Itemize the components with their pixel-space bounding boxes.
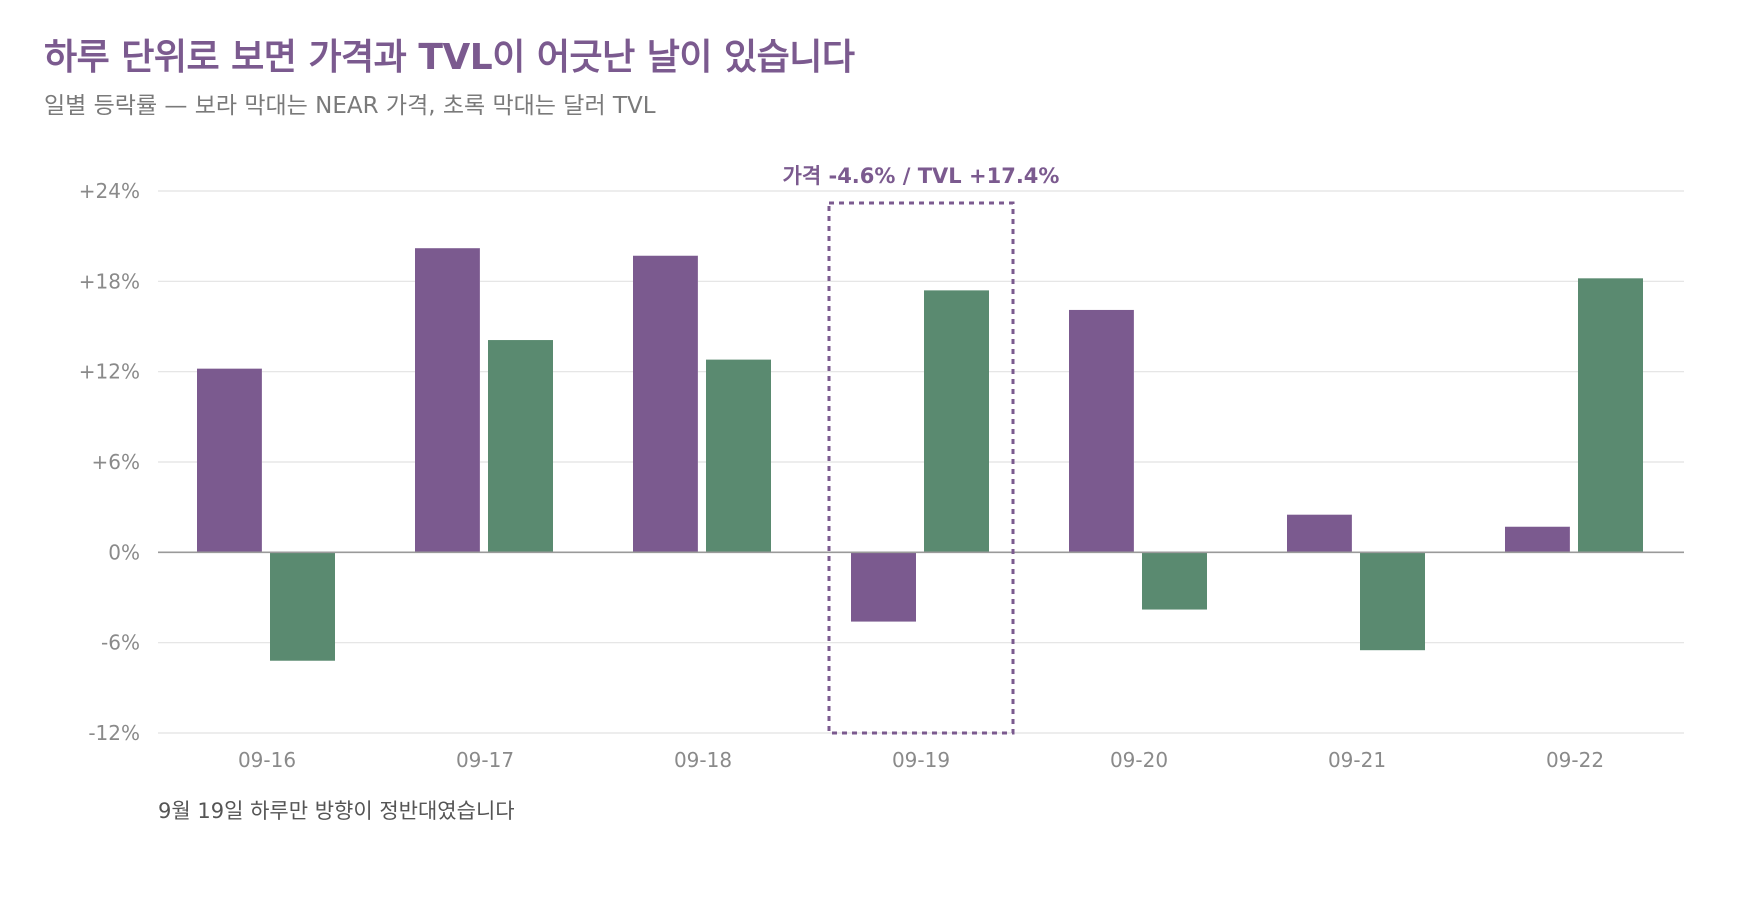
y-tick-label: +6%: [92, 450, 141, 474]
annotation: 가격 -4.6% / TVL +17.4%: [783, 164, 1060, 735]
y-tick-label: -12%: [88, 721, 140, 745]
x-tick-label: 09-18: [674, 748, 732, 772]
x-tick-label: 09-19: [892, 748, 950, 772]
chart-title: 하루 단위로 보면 가격과 TVL이 어긋난 날이 있습니다: [44, 37, 855, 78]
tvl-bar-09-17: [488, 340, 553, 553]
grid-lines: [158, 190, 1684, 734]
price-bar-09-22: [1505, 526, 1570, 553]
highlight-box: [827, 201, 1015, 735]
highlight-label: 가격 -4.6% / TVL +17.4%: [783, 164, 1060, 188]
tvl-bar-09-22: [1578, 278, 1643, 553]
chart-caption: 9월 19일 하루만 방향이 정반대였습니다: [158, 799, 515, 823]
tvl-bar-09-16: [270, 552, 335, 661]
price-bar-09-20: [1069, 309, 1134, 553]
tvl-bar-09-21: [1360, 552, 1425, 651]
price-bar-09-21: [1287, 514, 1352, 553]
y-tick-label: +12%: [79, 360, 140, 384]
tvl-bar-09-18: [706, 359, 771, 553]
tvl-bar-09-20: [1142, 552, 1207, 610]
x-tick-label: 09-16: [238, 748, 296, 772]
y-tick-label: +24%: [79, 179, 140, 203]
y-tick-label: 0%: [108, 540, 140, 564]
y-tick-label: -6%: [101, 631, 140, 655]
price-bar-09-19: [851, 552, 916, 622]
x-tick-label: 09-20: [1110, 748, 1168, 772]
y-tick-label: +18%: [79, 269, 140, 293]
price-bar-09-17: [415, 248, 480, 553]
price-bar-09-18: [633, 255, 698, 553]
x-tick-label: 09-21: [1328, 748, 1386, 772]
axes: -12% -6% 0% +6% +12% +18% +24% 09-16 09-17 09-18 0…: [79, 179, 1684, 772]
tvl-bar-09-19: [924, 290, 989, 553]
chart-subtitle: 일별 등락률 — 보라 막대는 NEAR 가격, 초록 막대는 달러 TVL: [44, 93, 656, 119]
bars: [197, 248, 1643, 661]
x-tick-label: 09-17: [456, 748, 514, 772]
x-tick-label: 09-22: [1546, 748, 1604, 772]
price-bar-09-16: [197, 368, 262, 553]
